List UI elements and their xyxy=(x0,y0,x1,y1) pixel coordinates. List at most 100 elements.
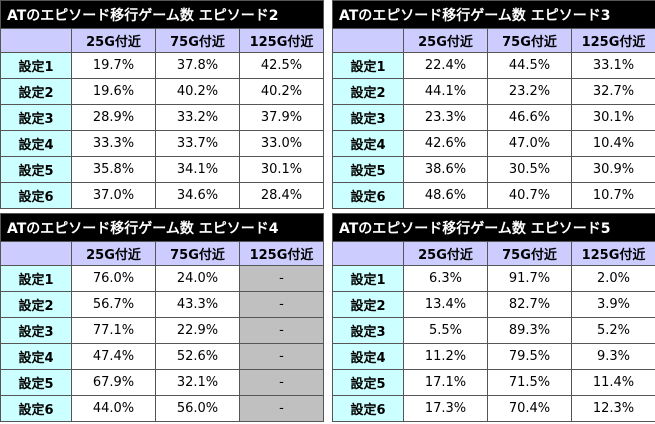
cell-25g: 76.0% xyxy=(71,265,156,292)
cell-75g: 47.0% xyxy=(487,130,572,157)
cell-25g: 67.9% xyxy=(71,369,156,396)
cell-125g: 32.7% xyxy=(571,78,655,105)
cell-125g: - xyxy=(239,343,324,370)
cell-25g: 22.4% xyxy=(403,52,488,79)
table-row: 設定1 19.7% 37.8% 42.5% xyxy=(0,52,324,79)
setting-label: 設定3 xyxy=(0,317,72,344)
table-row: 設定6 17.3% 70.4% 12.3% xyxy=(332,395,655,422)
table-row: 設定3 77.1% 22.9% - xyxy=(0,317,324,344)
setting-label: 設定3 xyxy=(0,104,72,131)
table-row: 設定4 33.3% 33.7% 33.0% xyxy=(0,130,324,157)
cell-75g: 40.2% xyxy=(155,78,240,105)
table-row: 設定6 37.0% 34.6% 28.4% xyxy=(0,182,324,209)
header-25g: 25G付近 xyxy=(71,241,156,266)
cell-75g: 46.6% xyxy=(487,104,572,131)
setting-label: 設定6 xyxy=(0,182,72,209)
cell-125g: 30.1% xyxy=(239,156,324,183)
cell-75g: 91.7% xyxy=(487,265,572,292)
cell-125g: - xyxy=(239,317,324,344)
setting-label: 設定6 xyxy=(332,182,404,209)
setting-label: 設定4 xyxy=(0,130,72,157)
cell-125g: 12.3% xyxy=(571,395,655,422)
cell-125g: 10.4% xyxy=(571,130,655,157)
setting-label: 設定5 xyxy=(332,156,404,183)
setting-label: 設定2 xyxy=(332,78,404,105)
cell-25g: 44.1% xyxy=(403,78,488,105)
cell-25g: 35.8% xyxy=(71,156,156,183)
cell-25g: 56.7% xyxy=(71,291,156,318)
setting-label: 設定3 xyxy=(332,317,404,344)
cell-125g: 10.7% xyxy=(571,182,655,209)
header-25g: 25G付近 xyxy=(71,28,156,53)
cell-75g: 43.3% xyxy=(155,291,240,318)
cell-25g: 38.6% xyxy=(403,156,488,183)
cell-75g: 22.9% xyxy=(155,317,240,344)
table-episode-4: ATのエピソード移行ゲーム数 エピソード4 25G付近 75G付近 125G付近… xyxy=(0,213,324,422)
table-row: 設定3 5.5% 89.3% 5.2% xyxy=(332,317,655,344)
cell-75g: 33.7% xyxy=(155,130,240,157)
setting-label: 設定6 xyxy=(0,395,72,422)
table-title: ATのエピソード移行ゲーム数 エピソード5 xyxy=(332,213,655,242)
cell-75g: 30.5% xyxy=(487,156,572,183)
cell-125g: 3.9% xyxy=(571,291,655,318)
cell-25g: 33.3% xyxy=(71,130,156,157)
table-row: 設定4 11.2% 79.5% 9.3% xyxy=(332,343,655,370)
cell-25g: 13.4% xyxy=(403,291,488,318)
cell-75g: 33.2% xyxy=(155,104,240,131)
cell-75g: 32.1% xyxy=(155,369,240,396)
cell-25g: 47.4% xyxy=(71,343,156,370)
cell-125g: 28.4% xyxy=(239,182,324,209)
cell-25g: 37.0% xyxy=(71,182,156,209)
cell-25g: 23.3% xyxy=(403,104,488,131)
table-row: 設定5 38.6% 30.5% 30.9% xyxy=(332,156,655,183)
table-row: 設定4 42.6% 47.0% 10.4% xyxy=(332,130,655,157)
header-corner xyxy=(0,241,72,266)
cell-75g: 82.7% xyxy=(487,291,572,318)
cell-25g: 48.6% xyxy=(403,182,488,209)
cell-125g: 5.2% xyxy=(571,317,655,344)
cell-125g: 11.4% xyxy=(571,369,655,396)
cell-125g: 30.9% xyxy=(571,156,655,183)
setting-label: 設定5 xyxy=(332,369,404,396)
header-125g: 125G付近 xyxy=(571,28,655,53)
table-row: 設定5 17.1% 71.5% 11.4% xyxy=(332,369,655,396)
setting-label: 設定2 xyxy=(0,291,72,318)
cell-75g: 44.5% xyxy=(487,52,572,79)
table-row: 設定2 56.7% 43.3% - xyxy=(0,291,324,318)
table-episode-2: ATのエピソード移行ゲーム数 エピソード2 25G付近 75G付近 125G付近… xyxy=(0,0,324,209)
table-title: ATのエピソード移行ゲーム数 エピソード3 xyxy=(332,0,655,29)
cell-125g: 2.0% xyxy=(571,265,655,292)
header-75g: 75G付近 xyxy=(487,28,572,53)
cell-25g: 6.3% xyxy=(403,265,488,292)
cell-75g: 24.0% xyxy=(155,265,240,292)
header-125g: 125G付近 xyxy=(239,241,324,266)
table-row: 設定6 48.6% 40.7% 10.7% xyxy=(332,182,655,209)
cell-25g: 19.7% xyxy=(71,52,156,79)
setting-label: 設定5 xyxy=(0,156,72,183)
setting-label: 設定6 xyxy=(332,395,404,422)
header-corner xyxy=(0,28,72,53)
table-title: ATのエピソード移行ゲーム数 エピソード2 xyxy=(0,0,324,29)
cell-125g: 30.1% xyxy=(571,104,655,131)
setting-label: 設定4 xyxy=(332,130,404,157)
cell-25g: 17.3% xyxy=(403,395,488,422)
cell-25g: 77.1% xyxy=(71,317,156,344)
setting-label: 設定1 xyxy=(332,265,404,292)
cell-75g: 37.8% xyxy=(155,52,240,79)
header-75g: 75G付近 xyxy=(487,241,572,266)
cell-125g: 9.3% xyxy=(571,343,655,370)
setting-label: 設定5 xyxy=(0,369,72,396)
cell-75g: 56.0% xyxy=(155,395,240,422)
table-row: 設定3 28.9% 33.2% 37.9% xyxy=(0,104,324,131)
table-row: 設定2 19.6% 40.2% 40.2% xyxy=(0,78,324,105)
table-row: 設定5 35.8% 34.1% 30.1% xyxy=(0,156,324,183)
cell-25g: 42.6% xyxy=(403,130,488,157)
cell-25g: 11.2% xyxy=(403,343,488,370)
cell-25g: 28.9% xyxy=(71,104,156,131)
setting-label: 設定2 xyxy=(332,291,404,318)
cell-125g: 40.2% xyxy=(239,78,324,105)
setting-label: 設定1 xyxy=(0,265,72,292)
header-75g: 75G付近 xyxy=(155,28,240,53)
header-125g: 125G付近 xyxy=(239,28,324,53)
cell-125g: 33.0% xyxy=(239,130,324,157)
